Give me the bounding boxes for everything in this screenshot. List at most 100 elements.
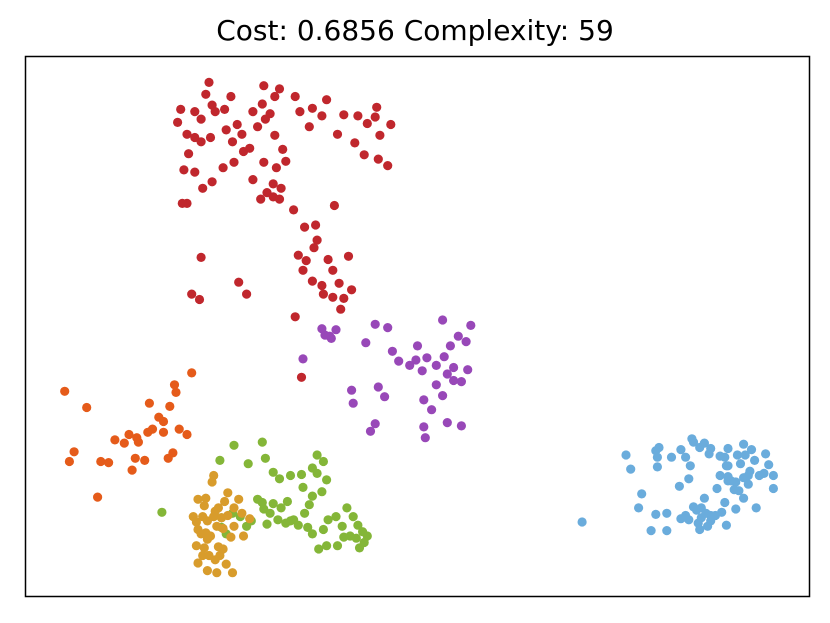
- scatter-point: [147, 424, 158, 434]
- scatter-point: [710, 510, 721, 521]
- scatter-point: [312, 235, 322, 245]
- scatter-point: [354, 543, 365, 553]
- scatter-point: [290, 312, 300, 322]
- scatter-point: [695, 524, 705, 535]
- scatter-point: [347, 285, 357, 295]
- scatter-point: [361, 338, 371, 348]
- scatter-point: [348, 511, 358, 522]
- scatter-point: [342, 503, 352, 513]
- scatter-point: [169, 380, 180, 390]
- series-1: [298, 315, 476, 443]
- series-5: [188, 470, 255, 578]
- scatter-point: [257, 99, 267, 109]
- scatter-point: [60, 386, 70, 396]
- scatter-point: [253, 122, 263, 132]
- scatter-point: [187, 289, 197, 299]
- scatter-point: [140, 455, 150, 465]
- scatter-point: [290, 91, 300, 102]
- scatter-point: [223, 488, 233, 498]
- scatter-point: [232, 119, 242, 130]
- scatter-point: [196, 529, 206, 539]
- scatter-point: [743, 479, 753, 489]
- scatter-point: [171, 387, 181, 397]
- scatter-point: [93, 492, 103, 502]
- scatter-point: [201, 493, 211, 503]
- scatter-point: [386, 119, 396, 130]
- scatter-point: [196, 114, 206, 124]
- scatter-point: [262, 519, 272, 529]
- scatter-point: [229, 440, 239, 450]
- scatter-point: [676, 445, 686, 455]
- scatter-point: [336, 304, 346, 314]
- scatter-point: [353, 111, 363, 121]
- scatter-point: [442, 369, 452, 379]
- scatter-point: [223, 510, 233, 521]
- scatter-point: [273, 515, 283, 525]
- scatter-point: [215, 455, 225, 465]
- scatter-point: [696, 513, 706, 523]
- scatter-point: [274, 194, 285, 204]
- scatter-point: [307, 103, 317, 113]
- scatter-point: [466, 320, 476, 330]
- scatter-point: [248, 175, 258, 185]
- scatter-point: [243, 459, 253, 469]
- scatter-point: [681, 452, 691, 462]
- scatter-point: [726, 476, 736, 486]
- scatter-point: [317, 487, 327, 497]
- scatter-point: [209, 470, 219, 481]
- scatter-point: [328, 265, 338, 275]
- series-0: [173, 77, 396, 382]
- scatter-point: [198, 511, 208, 522]
- scatter-point: [646, 526, 656, 536]
- scatter-point: [193, 558, 203, 568]
- scatter-point: [176, 104, 186, 114]
- scatter-point: [322, 95, 332, 105]
- scatter-point: [332, 129, 343, 139]
- scatter-point: [204, 77, 214, 87]
- scatter-point: [127, 465, 137, 475]
- scatter-point: [285, 470, 296, 481]
- scatter-point: [405, 360, 415, 370]
- scatter-point: [739, 439, 749, 449]
- scatter-point: [194, 294, 205, 305]
- scatter-point: [212, 568, 222, 578]
- scatter-point: [174, 424, 184, 434]
- scatter-point: [289, 205, 299, 215]
- scatter-point: [304, 122, 314, 132]
- scatter-point: [419, 395, 429, 405]
- scatter-point: [445, 341, 455, 351]
- scatter-point: [383, 323, 393, 333]
- scatter-point: [207, 177, 217, 187]
- scatter-point: [339, 110, 349, 120]
- scatter-point: [307, 491, 317, 501]
- scatter-point: [375, 130, 385, 140]
- scatter-point: [419, 422, 429, 432]
- scatter-point: [82, 402, 92, 413]
- scatter-point: [651, 509, 661, 519]
- scatter-point: [712, 483, 722, 494]
- scatter-point: [64, 456, 74, 467]
- scatter-point: [226, 532, 236, 542]
- scatter-point: [271, 163, 281, 173]
- scatter-point: [699, 493, 710, 503]
- scatter-point: [331, 511, 341, 522]
- scatter-point: [205, 531, 216, 541]
- scatter-point: [296, 469, 307, 480]
- scatter-point: [285, 516, 296, 526]
- scatter-point: [634, 503, 644, 513]
- scatter-point: [463, 365, 473, 375]
- scatter-point: [715, 470, 725, 481]
- scatter-point: [743, 470, 753, 481]
- scatter-point: [337, 521, 347, 531]
- scatter-point: [268, 179, 278, 189]
- scatter-point: [227, 137, 238, 147]
- scatter-point: [684, 515, 694, 525]
- scatter-point: [190, 107, 200, 117]
- scatter-point: [298, 354, 308, 364]
- scatter-point: [270, 91, 280, 102]
- scatter-point: [132, 433, 142, 443]
- scatter-point: [318, 456, 328, 467]
- scatter-point: [577, 517, 587, 527]
- scatter-point: [720, 452, 730, 462]
